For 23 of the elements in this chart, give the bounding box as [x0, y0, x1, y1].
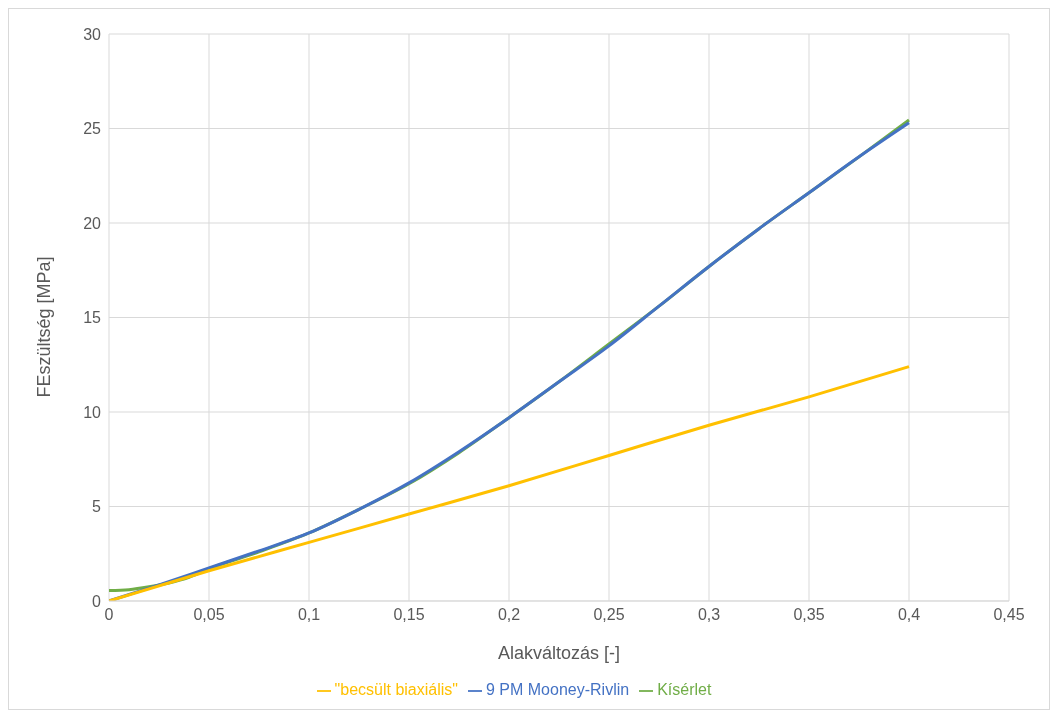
x-tick-label: 0,35 [793, 606, 825, 624]
x-tick-label: 0,45 [993, 606, 1025, 624]
x-axis-title: Alakváltozás [-] [497, 643, 621, 663]
x-tick-label: 0,4 [897, 606, 921, 624]
x-tick-label: 0,2 [497, 606, 521, 624]
legend-label: 9 PM Mooney-Rivlin [486, 681, 630, 698]
x-tick-label: 0,3 [697, 606, 721, 624]
y-tick-label: 20 [83, 214, 102, 232]
y-tick-label: 25 [83, 120, 102, 138]
y-tick-label: 10 [83, 403, 102, 421]
y-tick-label: 0 [92, 592, 102, 610]
y-tick-label: 15 [83, 309, 102, 327]
y-tick-label: 5 [92, 498, 102, 516]
legend-label: "becsült biaxiális" [334, 681, 458, 698]
x-tick-label: 0,15 [393, 606, 425, 624]
line-series [109, 365, 911, 601]
legend-label: Kísérlet [657, 681, 712, 698]
x-tick-label: 0,1 [297, 606, 321, 624]
x-tick-label: 0,25 [593, 606, 625, 624]
y-tick-label: 30 [83, 25, 102, 43]
x-tick-label: 0,05 [193, 606, 225, 624]
x-tick-label: 0 [104, 606, 114, 624]
y-axis-title: FEszültség [MPa] [34, 256, 55, 398]
